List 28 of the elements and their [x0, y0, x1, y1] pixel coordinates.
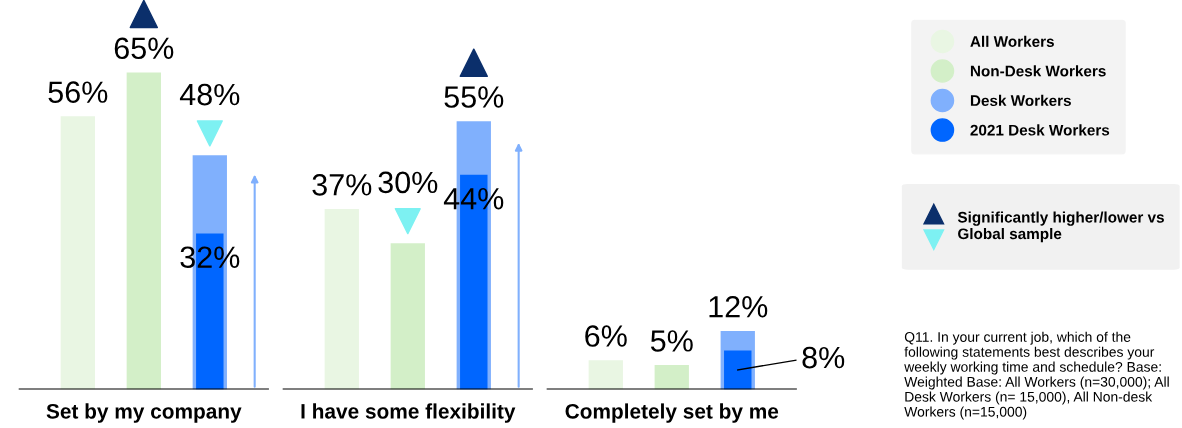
data-label: 65%: [114, 37, 174, 60]
text: Q11. In your current job, which of the following statements best describes your weekly working time and schedule? Base: Weighted Base: All Workers (n=30,000); All Desk Workers (n= 15,000), All Non-desk Workers (n=15,000): [904, 331, 1169, 420]
x-tick-label: Completely set by me: [565, 403, 779, 423]
bar: [324, 209, 359, 390]
bar: [588, 360, 623, 390]
data-label: 12%: [709, 295, 768, 318]
data-label: 48%: [179, 83, 240, 106]
data-label: 44%: [443, 188, 504, 210]
bar: [126, 72, 161, 390]
data-label: 30%: [378, 171, 438, 194]
data-label: 6%: [585, 325, 627, 347]
bar: [724, 350, 752, 390]
x-tick-label: Set by my company: [46, 403, 242, 423]
text: Significantly higher/lower vs Global sample: [957, 211, 1164, 243]
legend-label: Non-Desk Workers: [970, 65, 1106, 77]
bar: [60, 116, 95, 390]
bar: [654, 365, 689, 390]
data-label: 37%: [312, 174, 372, 196]
data-label: 5%: [650, 330, 693, 352]
data-label: 32%: [180, 246, 240, 269]
data-label: 56%: [48, 81, 108, 103]
bar: [390, 243, 425, 390]
legend-label: 2021 Desk Workers: [970, 124, 1110, 136]
x-tick-label: I have some flexibility: [301, 403, 516, 423]
data-label: 8%: [802, 346, 845, 369]
data-label: 55%: [444, 86, 504, 108]
legend-label: Desk Workers: [970, 94, 1071, 107]
legend-label: All Workers: [970, 35, 1054, 47]
